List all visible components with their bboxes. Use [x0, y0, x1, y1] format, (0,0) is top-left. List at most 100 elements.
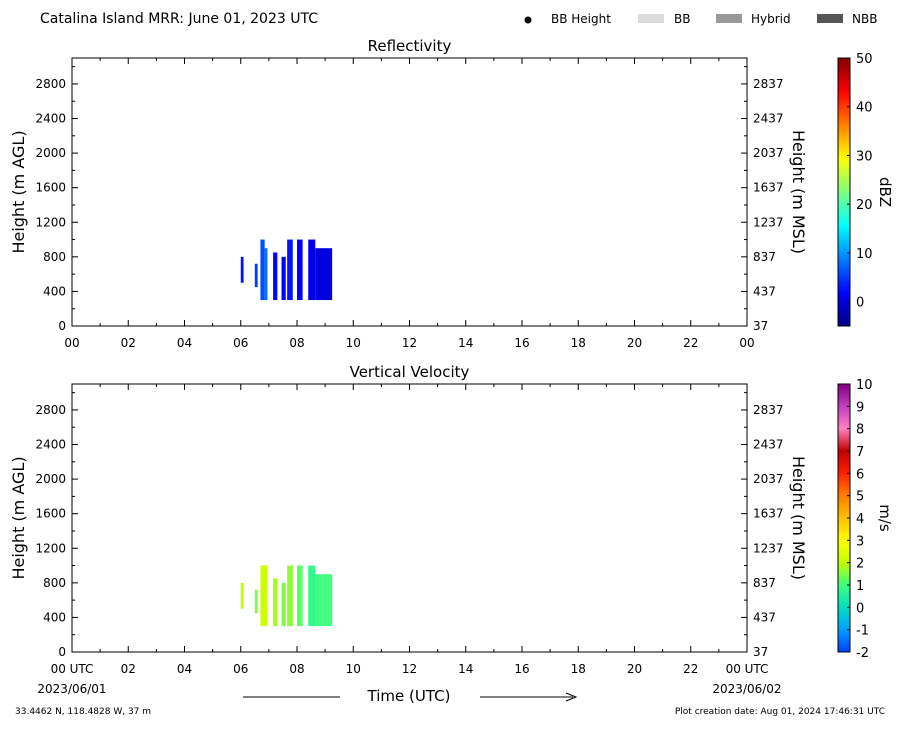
x-tick-label: 06 — [233, 336, 248, 350]
colorbar-tick-label: 3 — [856, 534, 864, 549]
x-tick-label: 08 — [289, 662, 304, 676]
y-tick-label: 2800 — [35, 77, 66, 91]
data-cell — [308, 239, 316, 301]
y-tick-label-right: 1237 — [753, 541, 784, 555]
data-cell — [297, 565, 303, 627]
colorbar-label: m/s — [876, 504, 894, 532]
x-tick-label: 00 — [739, 336, 754, 350]
colorbar-tick-label: 2 — [856, 557, 864, 572]
y-tick-label-right: 2437 — [753, 112, 784, 126]
y-tick-label-right: 2037 — [753, 472, 784, 486]
nbb-legend-label: NBB — [852, 12, 877, 26]
data-cell — [308, 565, 316, 627]
x-tick-label: 00 — [64, 336, 79, 350]
colorbar-tick-label: 9 — [856, 400, 864, 415]
data-cell — [260, 239, 265, 301]
data-cell — [254, 589, 258, 614]
y-tick-label-right: 37 — [753, 645, 768, 659]
colorbar-tick-label: 0 — [856, 601, 864, 616]
x-tick-label: 14 — [458, 662, 473, 676]
y-tick-label-right: 1637 — [753, 507, 784, 521]
colorbar-tick-label: 7 — [856, 445, 864, 460]
y-tick-label: 1200 — [35, 541, 66, 555]
x-tick-label: 12 — [402, 662, 417, 676]
y-tick-label-right: 2837 — [753, 403, 784, 417]
x-tick-label: 00 UTC — [726, 662, 769, 676]
colorbar-tick-label: 20 — [856, 198, 873, 213]
x-tick-label: 02 — [121, 336, 136, 350]
end-date-label: 2023/06/02 — [712, 682, 781, 696]
x-tick-label: 10 — [346, 336, 361, 350]
colorbar-tick-label: 40 — [856, 101, 873, 116]
x-tick-label: 10 — [346, 662, 361, 676]
colorbar-tick-label: 8 — [856, 423, 864, 438]
data-cell — [297, 239, 303, 301]
y-tick-label-right: 837 — [753, 250, 776, 264]
y-tick-label-right: 1237 — [753, 215, 784, 229]
colorbar-tick-label: 0 — [856, 296, 864, 311]
panel-title: Reflectivity — [368, 37, 452, 55]
colorbar-tick-label: 6 — [856, 467, 864, 482]
bb-legend-label: BB — [674, 12, 690, 26]
x-tick-label: 08 — [289, 336, 304, 350]
location-label: 33.4462 N, 118.4828 W, 37 m — [15, 707, 151, 717]
colorbar-tick-label: 1 — [856, 579, 864, 594]
y-tick-label: 2400 — [35, 438, 66, 452]
x-tick-label: 20 — [627, 336, 642, 350]
data-cell — [240, 256, 244, 283]
data-cell — [315, 248, 333, 301]
data-cell — [240, 582, 244, 609]
colorbar-tick-label: 5 — [856, 490, 864, 505]
data-cell — [281, 582, 286, 627]
x-tick-label: 18 — [571, 336, 586, 350]
data-cell — [273, 578, 278, 627]
x-tick-label: 16 — [514, 336, 529, 350]
colorbar-tick-label: 50 — [856, 52, 873, 67]
x-tick-label: 00 UTC — [51, 662, 94, 676]
x-tick-label: 04 — [177, 336, 192, 350]
x-tick-label: 20 — [627, 662, 642, 676]
y-tick-label: 400 — [43, 610, 66, 624]
colorbar-tick-label: 30 — [856, 149, 873, 164]
y-tick-label-right: 437 — [753, 610, 776, 624]
x-tick-label: 12 — [402, 336, 417, 350]
plot-area — [72, 58, 747, 326]
y-tick-label: 1200 — [35, 215, 66, 229]
y-tick-label: 2000 — [35, 146, 66, 160]
data-cell — [273, 252, 278, 301]
y-axis-label: Height (m AGL) — [9, 130, 28, 253]
data-cell — [315, 574, 333, 627]
y-axis-label: Height (m AGL) — [9, 456, 28, 579]
y-tick-label-right: 37 — [753, 319, 768, 333]
y-tick-label-right: 437 — [753, 284, 776, 298]
colorbar-label: dBZ — [876, 177, 894, 207]
y-tick-label: 2800 — [35, 403, 66, 417]
y-tick-label: 0 — [58, 319, 66, 333]
time-axis-label: Time (UTC) — [367, 687, 451, 705]
y-tick-label: 1600 — [35, 507, 66, 521]
data-cell — [281, 256, 286, 301]
hybrid-legend-label: Hybrid — [751, 12, 791, 26]
y-tick-label: 800 — [43, 576, 66, 590]
colorbar-tick-label: -2 — [856, 646, 869, 661]
y-tick-label: 400 — [43, 284, 66, 298]
data-cell — [264, 248, 268, 301]
bb-height-legend-label: BB Height — [551, 12, 611, 26]
start-date-label: 2023/06/01 — [37, 682, 106, 696]
x-tick-label: 18 — [571, 662, 586, 676]
colorbar — [837, 57, 851, 327]
y-tick-label: 2000 — [35, 472, 66, 486]
y-tick-label: 800 — [43, 250, 66, 264]
x-tick-label: 06 — [233, 662, 248, 676]
data-cell — [260, 565, 268, 627]
hybrid-legend-swatch — [716, 14, 742, 23]
data-cell — [287, 239, 293, 301]
figure-title: Catalina Island MRR: June 01, 2023 UTC — [40, 11, 318, 27]
colorbar-tick-label: 10 — [856, 247, 873, 262]
y-tick-label-right: 2437 — [753, 438, 784, 452]
panel-title: Vertical Velocity — [350, 363, 470, 381]
header-legend: BB Height BB Hybrid NBB — [524, 12, 877, 26]
plot-area — [72, 384, 747, 652]
